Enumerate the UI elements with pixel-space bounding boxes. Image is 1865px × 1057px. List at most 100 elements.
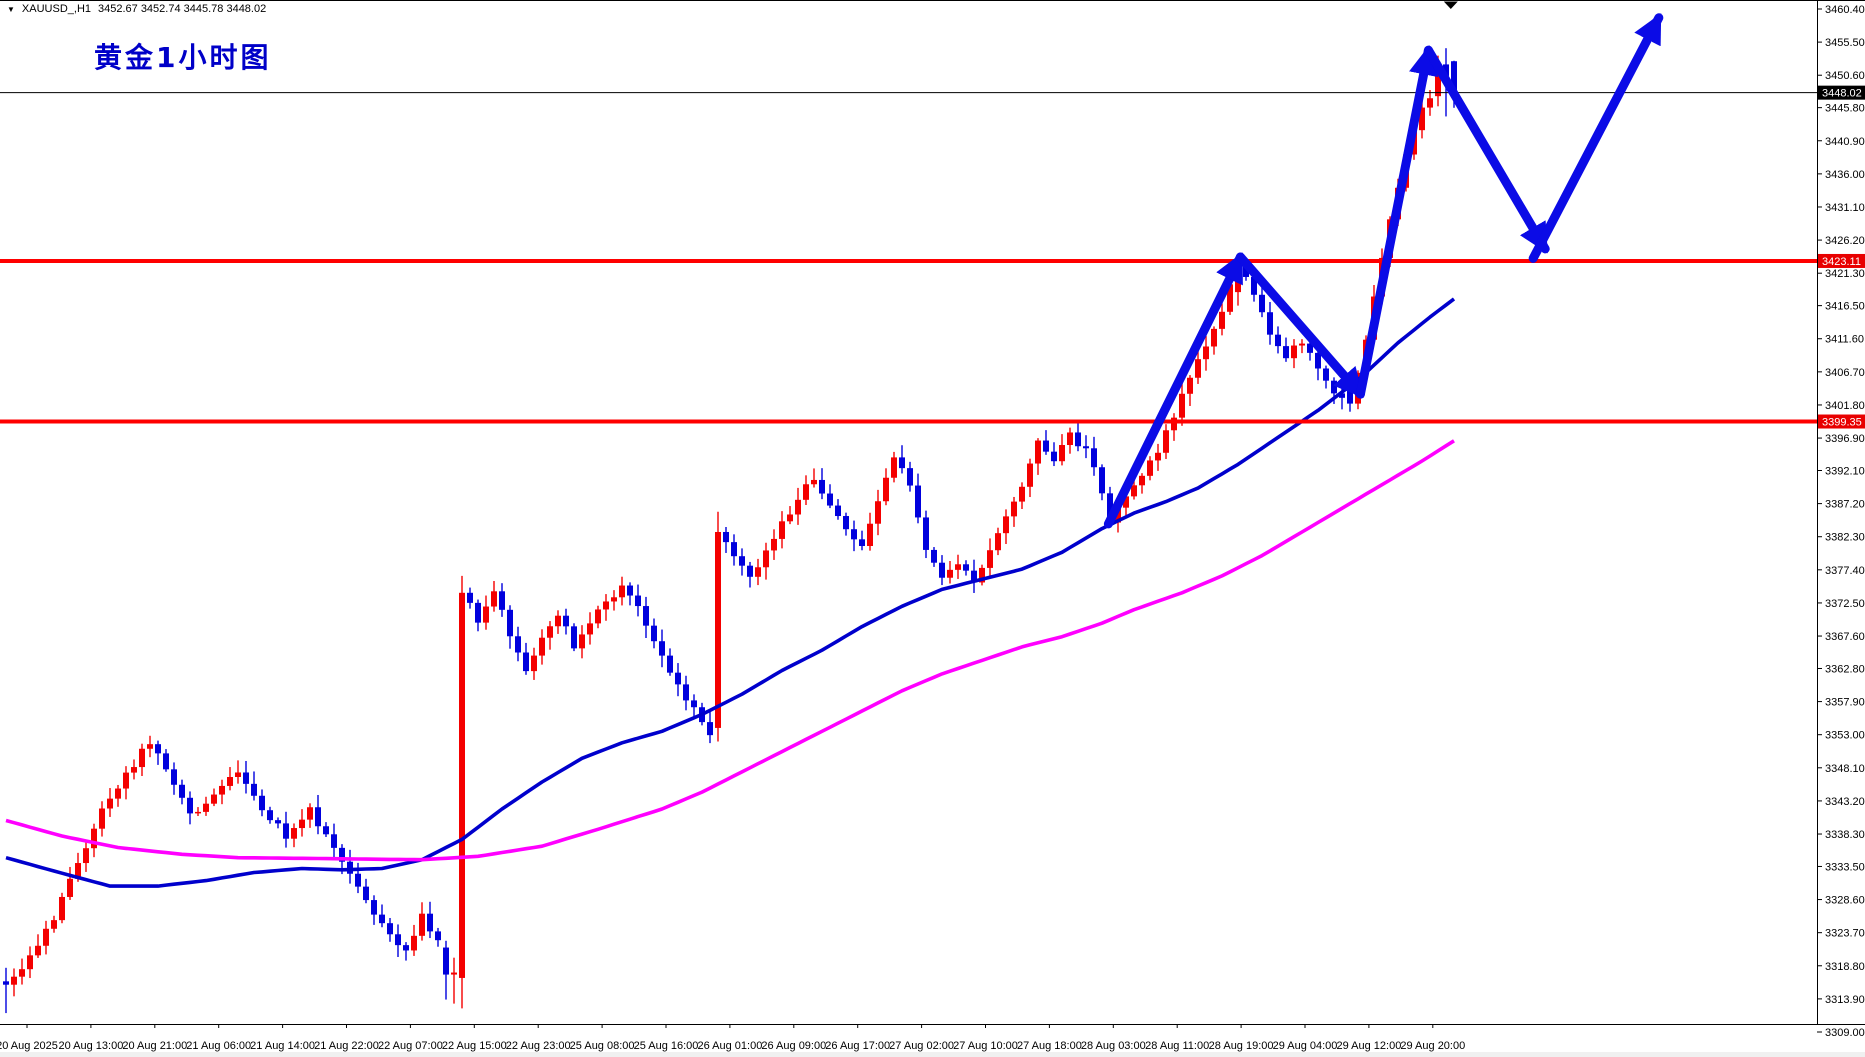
bull-candle: [19, 969, 25, 977]
bull-candle: [955, 564, 961, 570]
bull-candle: [131, 767, 137, 773]
bear-candle: [563, 615, 569, 627]
bull-candle: [531, 655, 537, 672]
bear-candle: [915, 485, 921, 518]
time-tick-label: 22 Aug 15:00: [442, 1040, 507, 1052]
bull-candle: [1171, 417, 1177, 431]
chart-shift-marker[interactable]: [1443, 1, 1458, 10]
price-tick-label: 3416.50: [1825, 301, 1865, 313]
time-tick-label: 21 Aug 22:00: [314, 1040, 379, 1052]
bull-candle: [1067, 432, 1073, 446]
bear-candle: [707, 722, 713, 736]
trend-arrow[interactable]: [1235, 252, 1365, 399]
bull-candle: [451, 972, 457, 975]
bear-candle: [747, 565, 753, 577]
bear-candle: [243, 772, 249, 784]
chart-annotation-title[interactable]: 黄金1小时图: [94, 41, 272, 74]
bear-candle: [683, 684, 689, 701]
bull-candle: [1291, 345, 1297, 359]
bear-candle: [739, 556, 745, 566]
price-tick-label: 3411.60: [1825, 334, 1864, 346]
bull-candle: [1427, 98, 1433, 108]
bear-candle: [155, 744, 161, 754]
bull-candle: [1163, 430, 1169, 453]
bear-candle: [907, 468, 913, 486]
bull-candle: [1131, 485, 1137, 497]
price-tick-label: 3372.50: [1825, 598, 1865, 610]
bull-candle: [91, 828, 97, 849]
price-tick-label: 3450.60: [1825, 70, 1865, 82]
bull-candle: [1147, 460, 1153, 476]
collapse-chevron-icon[interactable]: ▼: [7, 4, 15, 14]
price-tick-label: 3362.80: [1825, 663, 1865, 675]
time-tick-label: 25 Aug 08:00: [570, 1040, 635, 1052]
bear-candle: [1107, 493, 1113, 523]
resistance-price-box-label: 3423.11: [1822, 256, 1861, 268]
window-bottom-strip: [0, 1052, 1865, 1057]
bull-candle: [947, 569, 953, 578]
bull-candle: [987, 550, 993, 568]
price-tick-label: 3333.50: [1825, 861, 1865, 873]
time-tick-label: 29 Aug 12:00: [1336, 1040, 1401, 1052]
time-tick-label: 26 Aug 01:00: [697, 1040, 762, 1052]
bull-candle: [1019, 486, 1025, 502]
bull-candle: [195, 811, 201, 814]
bull-candle: [1139, 475, 1145, 486]
price-tick-label: 3440.90: [1825, 136, 1865, 148]
bull-candle: [1195, 359, 1201, 378]
bull-candle: [75, 863, 81, 879]
bear-candle: [971, 570, 977, 583]
bear-candle: [1051, 451, 1057, 462]
bear-candle: [899, 457, 905, 469]
trend-arrow[interactable]: [1103, 252, 1245, 529]
time-tick-label: 20 Aug 21:00: [122, 1040, 187, 1052]
trend-arrow[interactable]: [1355, 45, 1439, 399]
bear-candle: [1307, 343, 1313, 353]
bear-candle: [427, 913, 433, 932]
bear-candle: [259, 795, 265, 811]
bull-candle: [107, 798, 113, 809]
bear-candle: [1331, 380, 1337, 394]
bear-candle: [723, 531, 729, 543]
bear-candle: [1251, 276, 1257, 295]
bull-candle: [1227, 284, 1233, 312]
bear-candle: [1043, 440, 1049, 452]
bull-candle: [875, 501, 881, 524]
price-axis[interactable]: 3460.40 3455.50 3450.60 3445.80 3440.90 3436.…: [1817, 4, 1865, 1039]
trend-arrows[interactable]: [1103, 13, 1664, 529]
bear-candle: [371, 900, 377, 915]
ohlc-readout: 3452.67 3452.74 3445.78 3448.02: [98, 3, 267, 15]
bull-candle: [51, 920, 57, 929]
price-tick-label: 3313.90: [1825, 994, 1865, 1006]
bear-candle: [835, 505, 841, 517]
bull-candle: [1419, 107, 1425, 131]
bull-candle: [1179, 393, 1185, 418]
resistance-price-box: [1818, 253, 1865, 268]
time-axis[interactable]: 20 Aug 2025 20 Aug 13:00 20 Aug 21:00 21 Au…: [0, 1024, 1465, 1052]
bear-candle: [187, 797, 193, 814]
bear-candle: [323, 826, 329, 835]
symbol-timeframe-label: XAUUSD_,H1: [21, 3, 91, 15]
trend-arrow[interactable]: [1528, 13, 1664, 263]
bear-candle: [859, 539, 865, 547]
bear-candle: [363, 886, 369, 901]
bull-candle: [787, 514, 793, 522]
bear-candle: [1443, 64, 1449, 76]
price-tick-label: 3436.00: [1825, 169, 1865, 181]
time-tick-label: 29 Aug 20:00: [1400, 1040, 1465, 1052]
bear-candle: [475, 602, 481, 623]
time-tick-label: 22 Aug 23:00: [506, 1040, 571, 1052]
bear-candle: [507, 609, 513, 637]
bear-candle: [659, 641, 665, 656]
bear-candle: [251, 783, 257, 796]
time-tick-label: 21 Aug 14:00: [250, 1040, 315, 1052]
bear-candle: [1283, 346, 1289, 359]
bull-candle: [1123, 496, 1129, 508]
bear-candle: [1243, 265, 1249, 277]
bear-candle: [691, 700, 697, 708]
trend-arrow[interactable]: [1423, 45, 1550, 254]
price-tick-label: 3421.30: [1825, 268, 1865, 280]
bull-candle: [139, 748, 145, 768]
bear-candle: [851, 529, 857, 540]
